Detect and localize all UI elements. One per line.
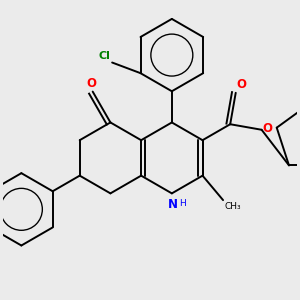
Text: O: O [237, 78, 247, 91]
Text: O: O [86, 77, 96, 90]
Text: H: H [179, 199, 186, 208]
Text: O: O [262, 122, 273, 135]
Text: Cl: Cl [99, 51, 111, 61]
Text: N: N [168, 198, 178, 212]
Text: CH₃: CH₃ [224, 202, 241, 211]
